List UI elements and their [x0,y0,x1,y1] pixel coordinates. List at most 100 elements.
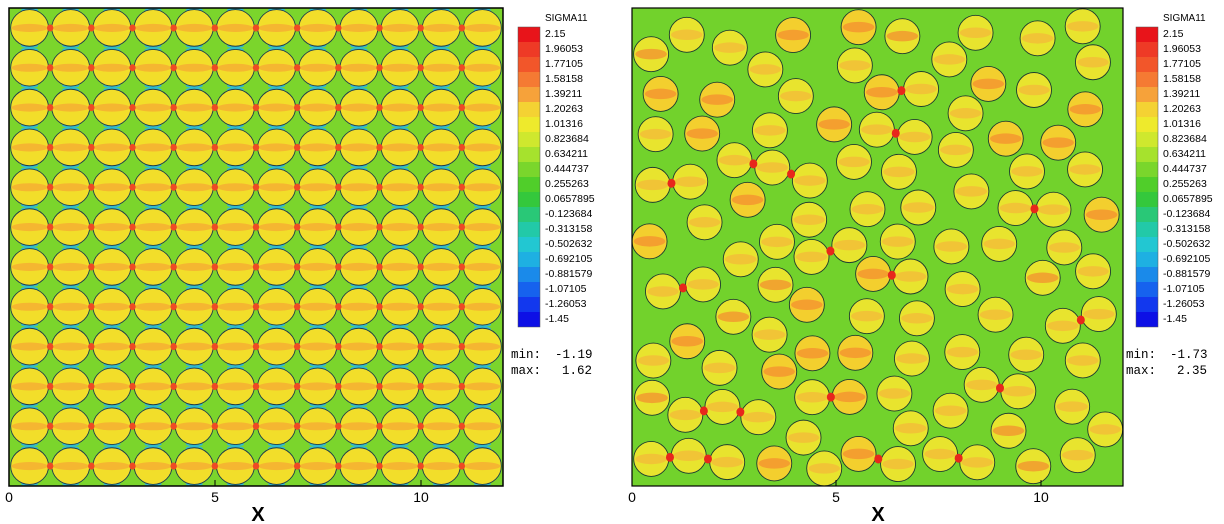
stress-band [52,143,89,152]
color-legend: SIGMA11 2.15 1.96053 1.77105 1.58158 1.39211… [517,13,595,328]
stress-hot-spot [293,422,301,430]
stress-band [838,156,870,168]
inclusion-outline [791,162,828,199]
stress-band [759,279,792,291]
stress-hot-spot [665,452,674,462]
stress-band [176,223,213,232]
inclusion-outline [849,191,886,228]
stress-band [894,271,927,282]
stress-band [299,143,336,152]
stress-hot-spot [170,103,177,112]
stress-hot-spot [376,382,383,391]
stress-band [93,63,130,72]
stress-band [340,462,377,471]
inclusion-outline [740,399,777,436]
legend-swatch [1136,27,1158,42]
stress-band [11,23,48,32]
legend-level: 1.20263 [545,103,583,115]
inclusion-outline [892,410,929,447]
stress-band [217,462,254,471]
legend-swatch [518,87,540,102]
legend-level: -1.45 [545,313,569,325]
inclusion-outline [944,271,981,308]
legend-level: -0.692105 [545,253,592,265]
stress-band [52,302,89,311]
legend-level: -0.123684 [1163,208,1210,220]
legend-level: -1.07105 [1163,283,1205,295]
stress-band [299,382,336,391]
stress-band [946,283,979,295]
legend-swatches [517,26,541,328]
max-stat: max: 2.35 [1126,364,1207,378]
stress-hot-spot [211,183,219,191]
inclusion-outline [1074,44,1111,81]
stress-hot-spot [458,103,466,112]
stress-band [1067,355,1099,366]
inclusion-outline [977,296,1014,333]
stress-band [992,425,1025,436]
stress-band [176,262,213,271]
legend-swatch [1136,267,1158,282]
inclusion-outline [893,340,930,377]
stress-hot-spot [376,422,383,430]
legend-swatch [1136,42,1158,57]
stress-band [340,302,377,311]
legend-swatch [1136,162,1158,177]
legend-level: -0.502632 [545,238,592,250]
legend-labels: 2.15 1.96053 1.77105 1.58158 1.39211 1.20263 1… [545,28,595,325]
stress-hot-spot [211,382,219,391]
inclusion-outline [669,323,706,360]
stress-band [340,342,377,351]
legend-swatch [518,252,540,267]
stress-hot-spot [293,462,301,470]
inclusion-outline [1083,196,1120,233]
stress-hot-spot [170,422,177,430]
inclusion-outline [1016,72,1052,108]
stress-band [1066,21,1099,32]
legend-swatch [518,207,540,222]
stress-band [382,342,419,351]
stress-band [382,223,419,232]
stress-band [135,103,172,112]
stats-random: min: -1.73 max: 2.35 [1126,348,1208,378]
stress-hot-spot [252,24,260,32]
stress-hot-spot [252,103,260,112]
stress-band [258,342,295,351]
stress-band [299,302,336,311]
stress-hot-spot [458,143,466,152]
stress-hot-spot [129,422,136,430]
stress-hot-spot [170,143,177,152]
stress-hot-spot [293,24,301,32]
stress-hot-spot [417,24,424,32]
legend-level: 1.96053 [1163,43,1201,55]
legend-swatch [1136,312,1158,327]
stress-band [382,262,419,271]
legend-level: -1.07105 [545,283,587,295]
stress-hot-spot [211,422,219,430]
inclusion-outline [711,29,748,66]
stress-band [671,29,703,41]
stress-band [52,462,89,471]
stress-hot-spot [417,303,424,311]
stress-band [52,262,89,271]
legend-level: 0.255263 [545,178,589,190]
stress-band [176,462,213,471]
panel-regular: 0 5 10 X SIGMA11 2.15 1.96053 1.77105 1.581… [5,7,595,524]
legend-swatch [518,102,540,117]
legend-level: -0.502632 [1163,238,1210,250]
stress-band [382,422,419,431]
legend-level: 0.823684 [1163,133,1207,145]
stress-band [258,23,295,32]
inclusion-outline [1009,153,1045,190]
stress-band [1089,424,1121,435]
stress-band [1048,242,1081,253]
stress-band [902,202,935,213]
stress-band [464,63,501,72]
inclusion-outline [699,81,736,118]
legend-level: 0.634211 [545,148,588,160]
legend-level: -0.313158 [1163,223,1210,235]
stress-band [217,382,254,391]
inclusion-outline [1015,448,1052,485]
stress-band [780,90,812,102]
legend-level: -1.26053 [545,298,587,310]
